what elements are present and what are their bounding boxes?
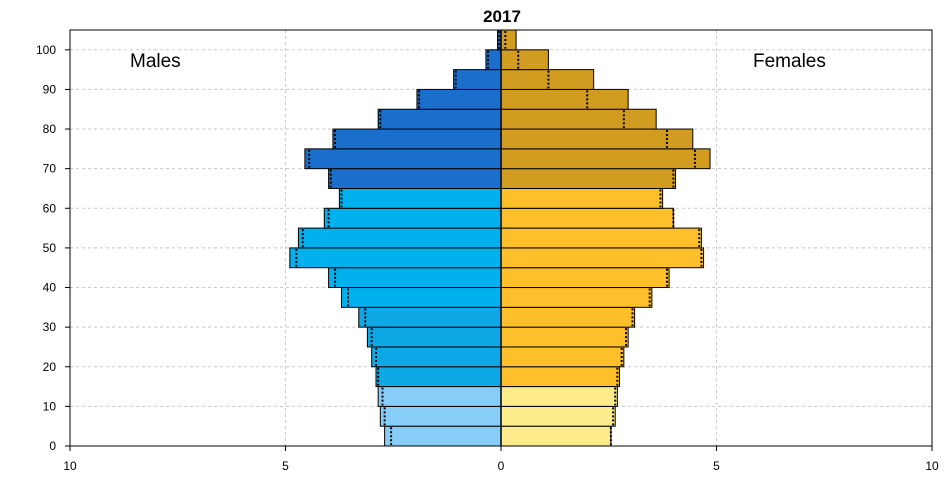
female-bar-30-34 <box>500 306 636 328</box>
male-bar-45-49 <box>289 247 502 269</box>
previous-year-markers <box>295 31 703 445</box>
females-label: Females <box>753 51 826 72</box>
male-bar-25-29 <box>366 326 502 348</box>
y-tick-label: 0 <box>49 439 56 453</box>
male-bar-15-19 <box>375 366 502 388</box>
male-bar-35-39 <box>341 287 502 308</box>
y-tick-label: 100 <box>36 43 56 57</box>
y-tick-label: 70 <box>43 162 57 176</box>
female-bar-5-9 <box>500 405 616 427</box>
male-bar-90-94 <box>453 69 502 90</box>
male-bar-70-74 <box>304 148 502 170</box>
male-bar-85-89 <box>416 88 502 110</box>
male-bar-5-9 <box>379 405 502 427</box>
y-tick-label: 40 <box>43 281 57 295</box>
male-bar-80-84 <box>377 108 502 130</box>
x-tick-label: 10 <box>925 459 939 473</box>
x-tick-label: 0 <box>498 459 505 473</box>
y-tick-label: 20 <box>43 360 57 374</box>
female-bar-100+ <box>500 29 517 51</box>
male-bar-10-14 <box>377 386 502 407</box>
male-bar-20-24 <box>371 346 502 368</box>
x-tick-label: 5 <box>713 459 720 473</box>
female-bar-15-19 <box>500 366 621 388</box>
y-tick-label: 80 <box>43 122 57 136</box>
female-bar-80-84 <box>500 108 657 130</box>
x-tick-label: 10 <box>63 459 77 473</box>
female-bar-20-24 <box>500 346 625 368</box>
female-bar-95-99 <box>500 49 549 71</box>
female-bar-10-14 <box>500 386 618 407</box>
y-tick-label: 90 <box>43 82 57 96</box>
male-bar-0-4 <box>384 425 502 447</box>
female-bar-55-59 <box>500 207 674 229</box>
y-tick-label: 30 <box>43 320 57 334</box>
male-bar-40-44 <box>328 267 502 289</box>
male-bar-60-64 <box>338 187 502 209</box>
bars <box>289 29 711 447</box>
female-bar-60-64 <box>500 187 664 209</box>
male-bar-50-54 <box>297 227 502 249</box>
female-bar-50-54 <box>500 227 702 249</box>
males-label: Males <box>130 51 181 72</box>
female-bar-25-29 <box>500 326 629 348</box>
y-tick-label: 60 <box>43 201 57 215</box>
female-bar-90-94 <box>500 69 595 90</box>
female-bar-75-79 <box>500 128 694 150</box>
female-bar-40-44 <box>500 267 670 289</box>
y-tick-label: 50 <box>43 241 57 255</box>
female-bar-85-89 <box>500 88 629 110</box>
male-bar-75-79 <box>332 128 502 150</box>
male-bar-55-59 <box>323 207 502 229</box>
female-bar-45-49 <box>500 247 705 269</box>
y-tick-label: 10 <box>43 399 57 413</box>
female-bar-70-74 <box>500 148 711 170</box>
female-bar-35-39 <box>500 287 653 308</box>
female-bar-65-69 <box>500 168 677 189</box>
chart-title: 2017 <box>483 7 521 26</box>
x-tick-label: 5 <box>282 459 289 473</box>
female-bar-0-4 <box>500 425 612 447</box>
male-bar-30-34 <box>358 306 502 328</box>
male-bar-65-69 <box>328 168 502 189</box>
